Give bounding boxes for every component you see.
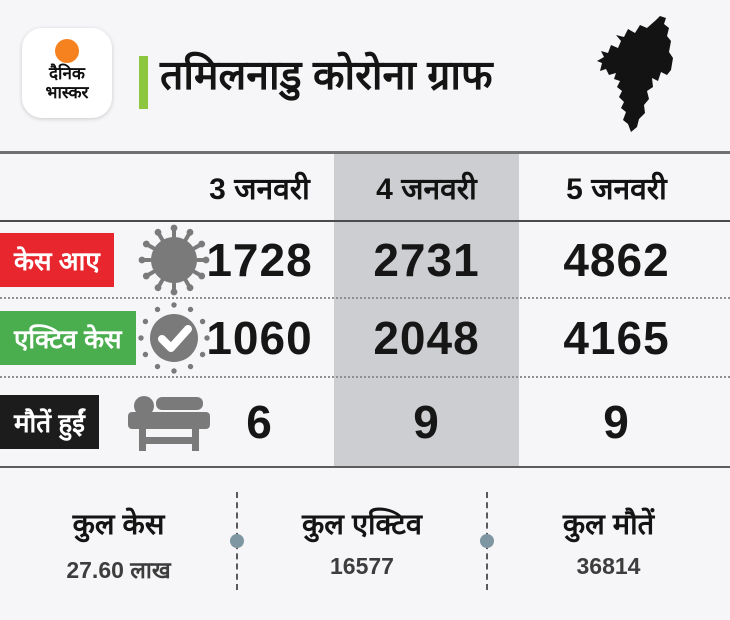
new-cases-jan5: 4862	[563, 233, 670, 286]
virus-icon	[137, 223, 211, 297]
separator-dot-icon	[230, 534, 244, 548]
total-deaths-value: 36814	[576, 553, 641, 579]
row-label-cell: केस आए	[0, 222, 210, 297]
total-active: कुल एक्टिव 16577	[237, 504, 487, 620]
table-row-new-cases: केस आए	[0, 222, 730, 299]
row-label-cell: एक्टिव केस	[0, 299, 210, 376]
new-cases-badge: केस आए	[0, 232, 114, 287]
corona-data-table: 3 जनवरी 4 जनवरी 5 जनवरी केस आए	[0, 151, 730, 468]
dainik-bhaskar-logo: दैनिक भास्कर	[22, 28, 112, 118]
logo-text-line2: भास्कर	[45, 82, 89, 102]
column-header-jan4: 4 जनवरी	[376, 172, 477, 206]
total-cases: कुल केस 27.60 लाख	[0, 504, 237, 620]
new-cases-jan3: 1728	[206, 233, 313, 286]
table-row-deaths: मौतें हुईं 6 9 9	[0, 378, 730, 468]
total-active-value: 16577	[330, 553, 394, 579]
total-deaths-label: कुल मौतें	[562, 509, 655, 541]
tamil-nadu-map-icon	[596, 14, 690, 143]
total-cases-value: 27.60 लाख	[66, 557, 171, 583]
bed-icon	[127, 391, 211, 453]
total-cases-label: कुल केस	[72, 509, 165, 541]
active-cases-jan4: 2048	[373, 311, 480, 364]
page-title: तमिलनाडु कोरोना ग्राफ	[160, 52, 493, 98]
column-header-jan5: 5 जनवरी	[566, 172, 667, 206]
logo-sun-icon	[55, 39, 79, 63]
highlighted-column	[334, 154, 519, 468]
logo-text-line1: दैनिक	[49, 64, 85, 83]
column-header-jan3: 3 जनवरी	[209, 172, 310, 206]
check-badge-icon	[137, 301, 211, 375]
totals-summary: कुल केस 27.60 लाख कुल एक्टिव 16577 कुल म…	[0, 468, 730, 620]
table-row-active-cases: एक्टिव केस	[0, 299, 730, 378]
deaths-jan3: 6	[246, 396, 273, 448]
total-deaths: कुल मौतें 36814	[487, 504, 730, 620]
active-cases-jan3: 1060	[206, 311, 313, 364]
table-header-row: 3 जनवरी 4 जनवरी 5 जनवरी	[0, 151, 730, 222]
title-accent-bar	[139, 56, 148, 109]
deaths-jan5: 9	[603, 396, 630, 448]
deaths-jan4: 9	[413, 396, 440, 448]
separator-dot-icon	[480, 534, 494, 548]
total-active-label: कुल एक्टिव	[301, 509, 423, 541]
deaths-badge: मौतें हुईं	[0, 395, 99, 449]
new-cases-jan4: 2731	[373, 233, 480, 286]
active-cases-badge: एक्टिव केस	[0, 310, 136, 365]
active-cases-jan5: 4165	[563, 311, 670, 364]
row-label-cell: मौतें हुईं	[0, 378, 210, 466]
